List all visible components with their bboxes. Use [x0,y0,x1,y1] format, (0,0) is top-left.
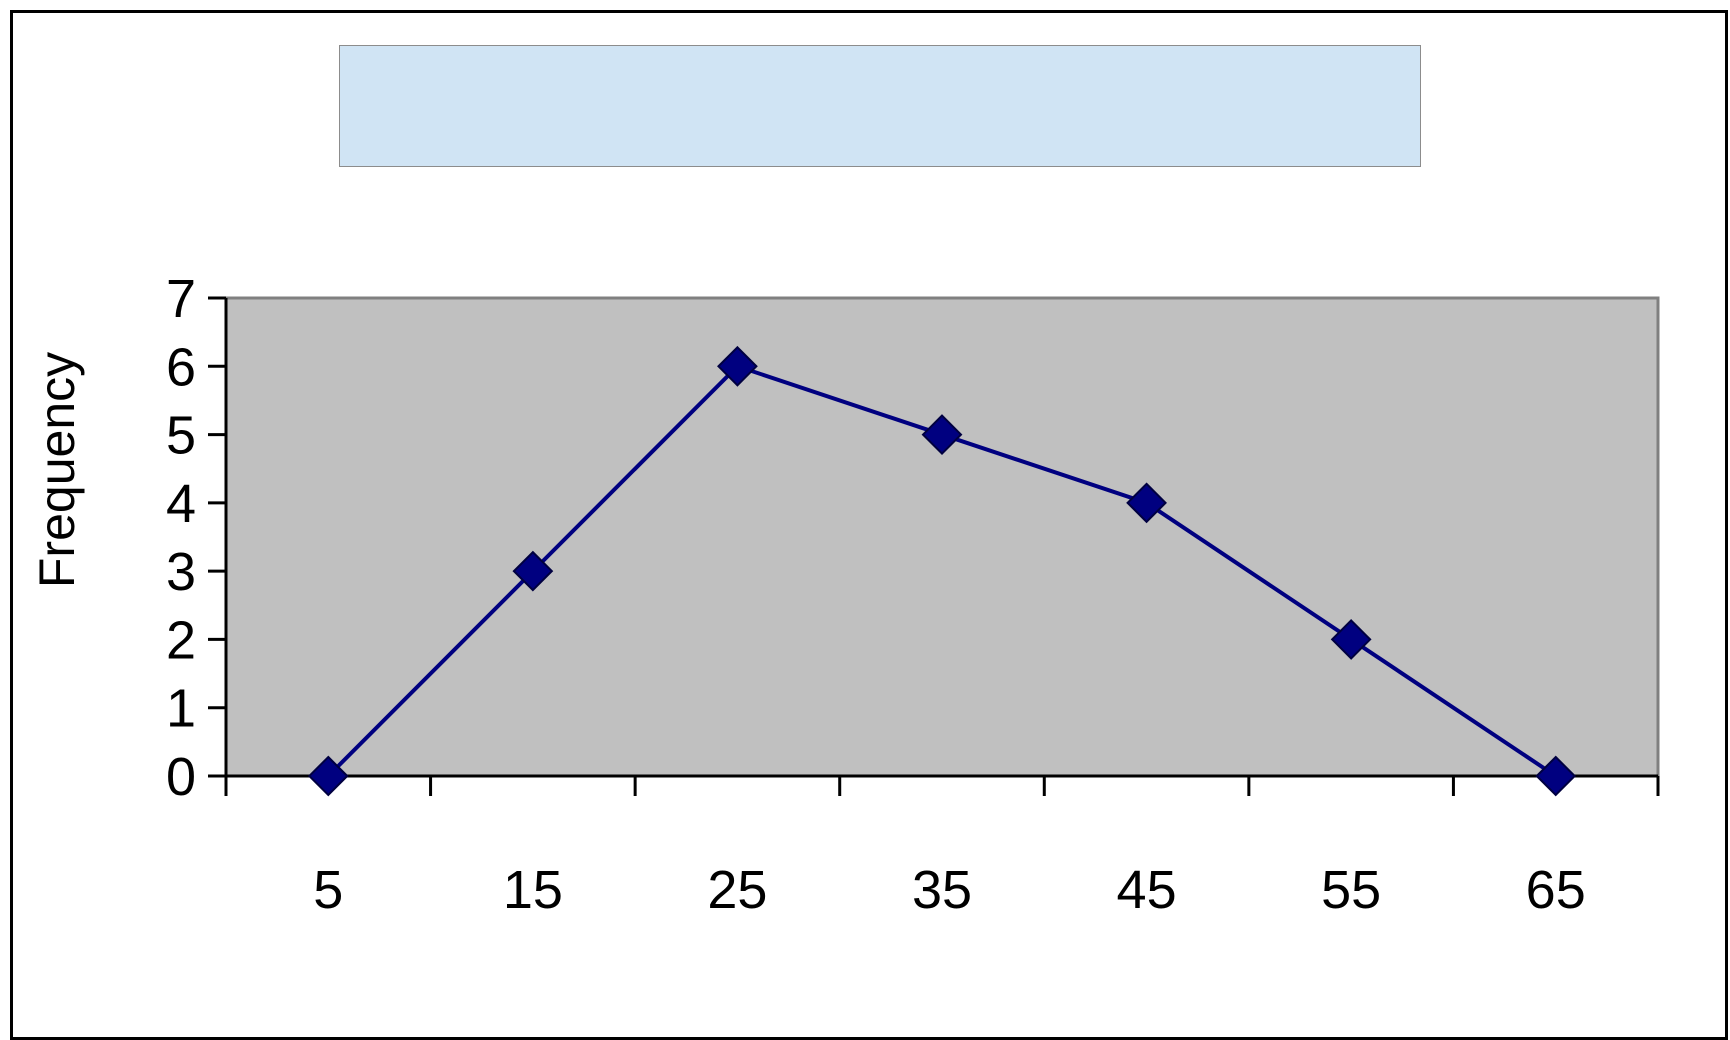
x-tick-label: 45 [1117,860,1177,920]
y-tick-label: 3 [166,542,196,602]
y-axis: 0 1 2 3 4 5 6 7 [166,269,228,807]
y-tick-label: 4 [166,474,196,534]
x-tick-label: 25 [707,860,767,920]
data-point-marker [1535,755,1577,797]
series-layer [307,345,1577,797]
y-tick-label: 2 [166,610,196,670]
chart-title-box [339,45,1421,167]
plot-area [224,296,1660,778]
data-point-marker [717,345,758,387]
data-point-marker [1126,482,1167,524]
y-tick-label: 1 [166,679,196,739]
data-point-marker [921,414,963,455]
x-tick-label: 15 [503,860,563,920]
y-tick-label: 6 [166,337,196,397]
y-axis-label: Frequency [29,352,85,588]
x-tick-label: 35 [912,860,972,920]
y-tick-label: 7 [166,269,196,329]
x-axis: 5 15 25 35 45 55 65 [224,774,1660,920]
data-point-marker [1330,619,1372,660]
x-tick-label: 55 [1321,860,1381,920]
data-point-marker [307,755,349,797]
x-tick-label: 65 [1526,860,1586,920]
y-tick-label: 5 [166,406,196,466]
y-tick-label: 0 [166,747,196,807]
data-point-marker [512,550,554,592]
x-tick-label: 5 [313,860,343,920]
